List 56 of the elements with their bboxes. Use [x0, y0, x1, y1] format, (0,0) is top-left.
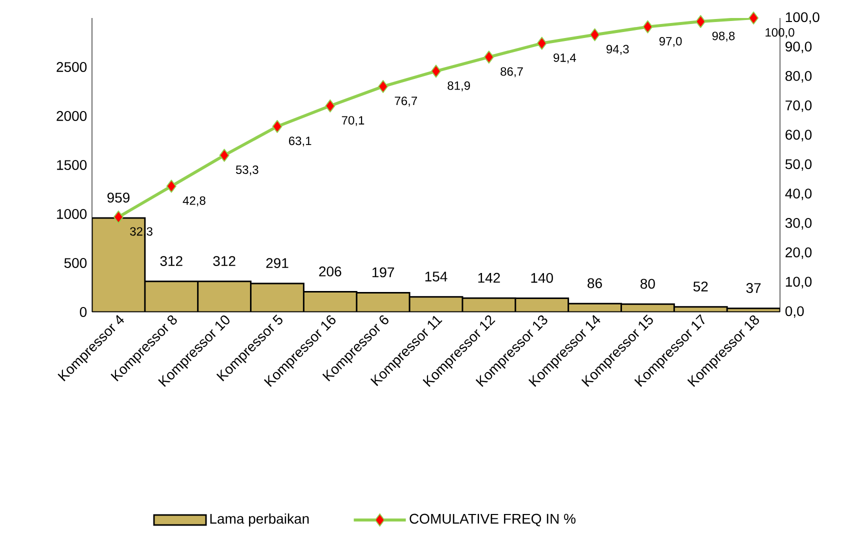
y2-tick-label: 100,0 — [786, 12, 820, 24]
data-label: 80 — [640, 278, 655, 289]
data-label: 140 — [531, 272, 553, 283]
data-label: 76,7 — [394, 96, 418, 107]
y-tick-label: 2500 — [56, 62, 87, 72]
data-label: 206 — [319, 266, 342, 276]
point — [166, 180, 176, 193]
y2-tick-label: 40,0 — [785, 188, 812, 200]
data-label: 70,1 — [342, 116, 364, 126]
y2-tick-label: 50,0 — [785, 159, 812, 171]
legend-label: COMULATIVE FREQ IN % — [410, 514, 576, 526]
y2-tick-label: 30,0 — [785, 218, 812, 230]
data-label: 53,3 — [236, 165, 258, 176]
data-label: 81,9 — [448, 81, 470, 92]
y2-tick-label: 90,0 — [786, 42, 812, 54]
data-label: 52 — [693, 282, 708, 292]
data-label: 97,0 — [659, 36, 682, 47]
data-label: 312 — [160, 256, 182, 266]
data-label: 94,3 — [606, 44, 629, 55]
point — [272, 120, 282, 133]
data-label: 91,4 — [554, 53, 576, 64]
y2-tick-label: 80,0 — [785, 71, 812, 83]
data-label: 86,7 — [500, 67, 523, 78]
y-tick-label: 1500 — [57, 160, 87, 170]
point — [748, 11, 759, 24]
data-label: 63,1 — [289, 136, 312, 147]
data-label: 142 — [478, 272, 500, 283]
data-label: 959 — [107, 192, 130, 203]
point — [113, 210, 124, 224]
y-tick-label: 0 — [80, 307, 87, 317]
data-label: 312 — [213, 256, 236, 266]
point — [378, 80, 388, 93]
point — [325, 99, 336, 112]
point — [219, 148, 230, 162]
data-label: 86 — [588, 278, 602, 288]
point — [642, 20, 653, 34]
data-label: 37 — [746, 283, 761, 293]
y-tick-label: 1000 — [57, 209, 87, 219]
data-label: 291 — [266, 258, 288, 268]
y2-tick-label: 0,0 — [785, 306, 804, 318]
data-label: 197 — [372, 267, 394, 278]
y2-tick-label: 60,0 — [786, 130, 812, 142]
data-label: 154 — [425, 272, 448, 282]
y2-tick-label: 10,0 — [786, 276, 812, 288]
point — [590, 28, 600, 42]
point — [536, 36, 547, 50]
y-tick-label: 500 — [64, 258, 87, 268]
data-label: 98,8 — [712, 32, 735, 42]
y2-tick-label: 70,0 — [786, 100, 812, 112]
point — [431, 64, 442, 78]
legend-label: Lama perbaikan — [210, 513, 309, 527]
y2-tick-label: 20,0 — [786, 247, 812, 259]
point — [484, 50, 494, 64]
y-tick-label: 2000 — [56, 111, 87, 121]
point — [696, 15, 706, 28]
data-label: 42,8 — [182, 196, 206, 206]
